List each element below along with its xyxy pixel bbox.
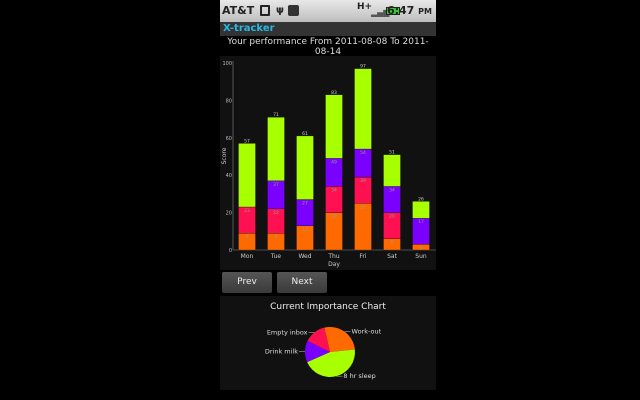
y-tick-label: 80 <box>226 98 232 104</box>
y-tick-label: 0 <box>229 248 232 254</box>
data-label: 13 <box>302 227 308 233</box>
pie-label: 8 hr sleep <box>343 372 375 380</box>
data-label: 27 <box>302 201 308 207</box>
data-label: 34 <box>389 187 395 193</box>
bar-segment <box>412 201 430 219</box>
data-label: 54 <box>360 150 366 156</box>
data-label: 20 <box>389 214 395 220</box>
status-bar: AT&T ψ H+ ▂▄▆ 6:47 PM <box>220 0 436 22</box>
pie-title: Current Importance Chart <box>270 302 386 312</box>
data-label: 61 <box>302 131 308 137</box>
phone-screen: AT&T ψ H+ ▂▄▆ 6:47 PM X-tracker Your per… <box>220 0 436 390</box>
data-label: 71 <box>273 112 279 118</box>
data-label: 23 <box>244 208 250 214</box>
pie-slice <box>307 349 355 377</box>
data-label: 3 <box>420 245 423 251</box>
data-label: 9 <box>275 234 278 240</box>
next-button[interactable]: Next <box>277 272 327 293</box>
x-tick-label: Wed <box>298 253 311 260</box>
carrier-label: AT&T <box>222 4 255 17</box>
usb-icon: ψ <box>276 5 284 16</box>
x-axis-title: Day <box>328 261 340 268</box>
bar-segment <box>354 68 372 150</box>
data-label: 20 <box>331 214 337 220</box>
signal-icon: ▂▄▆ <box>371 8 390 17</box>
data-label: 37 <box>273 182 279 188</box>
y-tick-label: 40 <box>226 173 232 179</box>
bar-segment <box>238 143 256 208</box>
bar-segment <box>296 135 314 200</box>
performance-subtitle: Your performance From 2011-08-08 To 2011… <box>227 37 429 57</box>
data-label: 97 <box>360 64 366 70</box>
data-label: 34 <box>331 187 337 193</box>
data-label: 49 <box>331 159 337 165</box>
clock: 6:47 PM <box>387 4 432 17</box>
data-label: 39 <box>360 178 366 184</box>
data-label: 26 <box>418 196 424 202</box>
data-label: 83 <box>331 90 337 96</box>
pie-chart: Current Importance Chart Work-out 8 hr sl… <box>220 296 436 390</box>
data-label: 25 <box>360 204 366 210</box>
data-label: 17 <box>418 219 424 225</box>
battery-charging-icon <box>386 7 400 15</box>
clock-ampm: PM <box>418 7 432 16</box>
pie-slice <box>324 327 355 352</box>
y-tick-label: 60 <box>226 136 232 142</box>
app-title: X-tracker <box>220 22 436 36</box>
y-tick-label: 100 <box>222 61 232 67</box>
x-tick-label: Tue <box>270 253 282 260</box>
bar-chart-svg: 0 20 40 60 80 100 Score Day 9 23 57 Mon 9 22 37 71 Tue 13… <box>221 61 436 268</box>
data-label: 57 <box>244 138 250 144</box>
data-label: 51 <box>389 150 395 156</box>
pie-label: Drink milk <box>265 347 298 355</box>
x-tick-label: Mon <box>241 253 254 260</box>
x-tick-label: Thu <box>327 253 339 260</box>
x-tick-label: Sat <box>387 253 397 260</box>
bar-segment <box>383 154 401 187</box>
network-label: H+ <box>357 2 373 12</box>
bar-segment <box>325 94 343 159</box>
pie-slice <box>307 327 330 352</box>
bar-chart: 0 20 40 60 80 100 Score Day 9 23 57 Mon 9 22 37 71 Tue 13… <box>220 56 436 270</box>
data-label: 6 <box>391 240 394 246</box>
pie-slice <box>305 340 330 363</box>
bar-segment <box>267 117 285 181</box>
x-tick-label: Sun <box>415 253 427 260</box>
pie-label: Work-out <box>352 328 382 336</box>
android-icon <box>288 5 299 16</box>
pie-chart-svg: Work-out 8 hr sleep Drink milk Empty inbox <box>265 327 382 380</box>
data-label: 9 <box>246 234 249 240</box>
data-label: 22 <box>273 210 279 216</box>
clock-time: 6:47 <box>386 4 415 17</box>
prev-button[interactable]: Prev <box>222 272 272 293</box>
pie-label: Empty inbox <box>267 328 308 336</box>
bar-segment <box>354 203 372 251</box>
y-axis-title: Score <box>221 147 228 164</box>
y-tick-label: 20 <box>226 211 232 217</box>
x-tick-label: Fri <box>359 253 366 260</box>
sd-card-icon <box>260 5 270 16</box>
